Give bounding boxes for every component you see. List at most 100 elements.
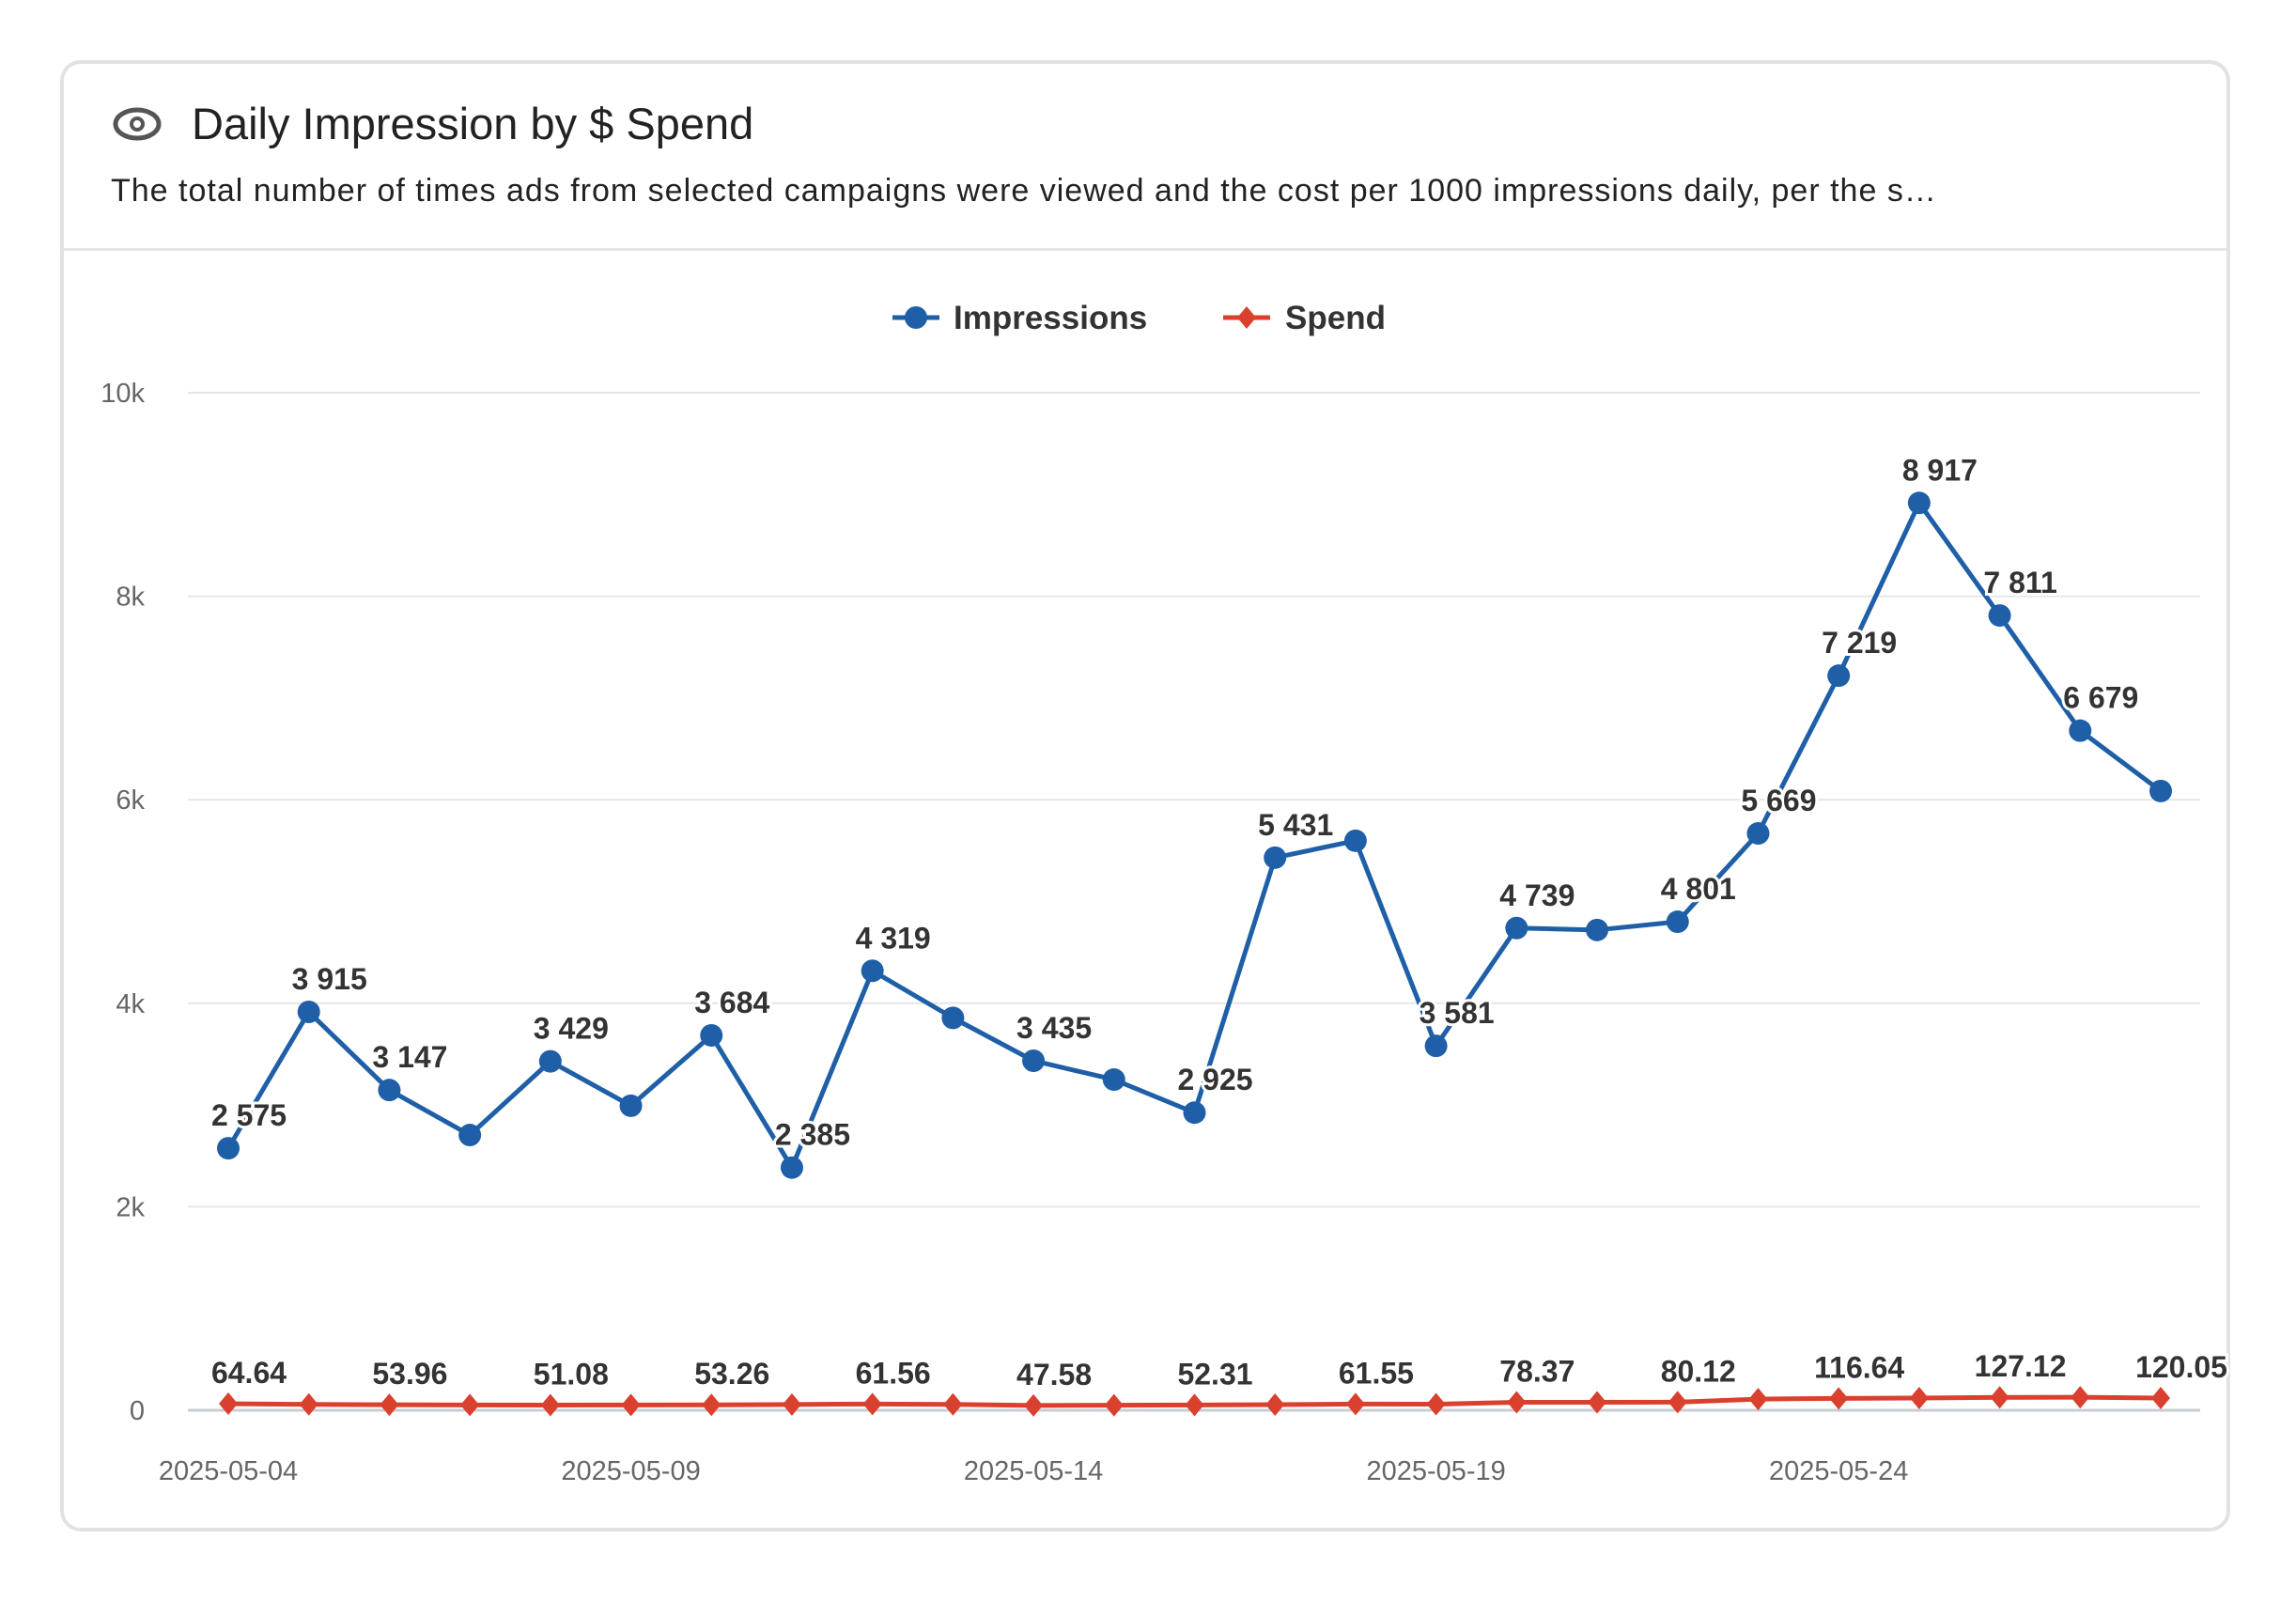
- data-label: 3 915: [292, 962, 367, 996]
- chart-card: Daily Impression by $ Spend The total nu…: [60, 60, 2230, 1531]
- impressions-point: [2149, 779, 2172, 802]
- impressions-point: [1183, 1101, 1206, 1125]
- spend-point: [219, 1391, 238, 1415]
- spend-point: [299, 1392, 318, 1416]
- data-label: 8 917: [1902, 453, 1978, 487]
- spend-point: [862, 1392, 882, 1416]
- data-label: 4 801: [1661, 872, 1736, 906]
- spend-point: [1185, 1393, 1204, 1417]
- data-label: 64.64: [211, 1356, 287, 1390]
- spend-point: [1990, 1386, 2009, 1409]
- impressions-point: [1264, 846, 1287, 869]
- impressions-point: [297, 1001, 320, 1024]
- spend-point: [1909, 1387, 1929, 1410]
- y-tick-label: 2k: [116, 1192, 145, 1222]
- impressions-point: [1102, 1068, 1125, 1092]
- data-label: 2 575: [211, 1098, 287, 1132]
- legend-impressions-label: Impressions: [954, 300, 1147, 336]
- y-tick-label: 8k: [116, 583, 145, 613]
- spend-point: [943, 1392, 963, 1416]
- data-label: 120.05: [2135, 1350, 2227, 1384]
- spend-point: [702, 1393, 721, 1417]
- y-tick-label: 6k: [116, 785, 145, 816]
- data-label: 127.12: [1975, 1349, 2067, 1383]
- impressions-point: [1907, 491, 1931, 515]
- spend-point: [1588, 1391, 1607, 1414]
- impressions-point: [1343, 829, 1367, 852]
- card-header: Daily Impression by $ Spend The total nu…: [64, 64, 2226, 251]
- x-tick-label: 2025-05-19: [1366, 1456, 1505, 1486]
- data-label: 5 431: [1258, 808, 1333, 842]
- impressions-point: [941, 1006, 965, 1030]
- data-label: 3 429: [534, 1012, 609, 1046]
- impressions-point: [619, 1094, 643, 1117]
- spend-point: [1668, 1391, 1687, 1414]
- spend-point: [1265, 1393, 1285, 1417]
- impressions-point: [1988, 604, 2011, 628]
- y-tick-label: 0: [130, 1396, 145, 1426]
- legend-spend-label: Spend: [1285, 300, 1386, 336]
- impressions-point: [538, 1049, 562, 1073]
- spend-point: [2151, 1386, 2170, 1409]
- eye-icon: [113, 107, 162, 141]
- data-label: 5 669: [1741, 784, 1816, 817]
- x-tick-label: 2025-05-04: [159, 1456, 298, 1486]
- spend-point: [621, 1393, 641, 1417]
- data-label: 51.08: [534, 1357, 609, 1391]
- data-label: 6 679: [2063, 681, 2138, 715]
- impressions-point: [1827, 664, 1851, 688]
- impressions-point: [1505, 916, 1528, 940]
- data-label: 4 739: [1499, 878, 1575, 912]
- spend-point: [540, 1393, 560, 1417]
- impressions-point: [1424, 1034, 1448, 1058]
- impressions-point: [1666, 910, 1689, 934]
- legend-impressions-marker: [905, 306, 927, 329]
- x-tick-label: 2025-05-24: [1769, 1456, 1908, 1486]
- spend-point: [1748, 1388, 1768, 1411]
- y-tick-label: 10k: [101, 379, 145, 409]
- impressions-point: [458, 1124, 482, 1147]
- data-label: 3 684: [694, 986, 769, 1019]
- x-tick-label: 2025-05-14: [964, 1456, 1103, 1486]
- impressions-point: [861, 959, 884, 983]
- spend-point: [1507, 1391, 1527, 1414]
- data-label: 7 811: [1983, 566, 2056, 599]
- data-label: 3 435: [1016, 1011, 1092, 1045]
- data-label: 47.58: [1016, 1358, 1092, 1391]
- data-label: 116.64: [1814, 1350, 1904, 1384]
- impressions-point: [1746, 822, 1770, 846]
- impressions-point: [1586, 918, 1609, 941]
- spend-point: [2071, 1386, 2090, 1409]
- data-label: 7 219: [1822, 626, 1897, 660]
- data-label: 2 385: [775, 1118, 850, 1152]
- impressions-point: [780, 1156, 803, 1179]
- impressions-point: [700, 1024, 723, 1048]
- data-label: 2 925: [1177, 1063, 1252, 1096]
- spend-point: [380, 1393, 399, 1417]
- spend-point: [782, 1392, 801, 1416]
- impressions-point: [2069, 719, 2092, 742]
- x-tick-label: 2025-05-09: [561, 1456, 700, 1486]
- data-label: 61.56: [856, 1356, 931, 1390]
- spend-point: [460, 1393, 480, 1417]
- data-label: 3 581: [1419, 996, 1495, 1030]
- data-label: 53.96: [372, 1357, 447, 1391]
- impressions-point: [378, 1079, 401, 1102]
- data-label: 52.31: [1177, 1357, 1252, 1391]
- data-label: 53.26: [694, 1357, 769, 1391]
- chart-title: Daily Impression by $ Spend: [192, 99, 754, 148]
- spend-point: [1024, 1393, 1044, 1417]
- spend-point: [1345, 1392, 1365, 1416]
- impressions-point: [1022, 1049, 1046, 1072]
- spend-point: [1829, 1387, 1849, 1410]
- y-tick-label: 4k: [116, 989, 145, 1019]
- data-label: 78.37: [1499, 1355, 1575, 1389]
- spend-point: [1426, 1392, 1446, 1416]
- spend-point: [1104, 1393, 1124, 1417]
- data-label: 61.55: [1339, 1356, 1414, 1390]
- data-label: 4 319: [856, 921, 931, 955]
- data-label: 3 147: [372, 1040, 447, 1074]
- impressions-point: [217, 1137, 240, 1160]
- data-label: 80.12: [1661, 1354, 1736, 1388]
